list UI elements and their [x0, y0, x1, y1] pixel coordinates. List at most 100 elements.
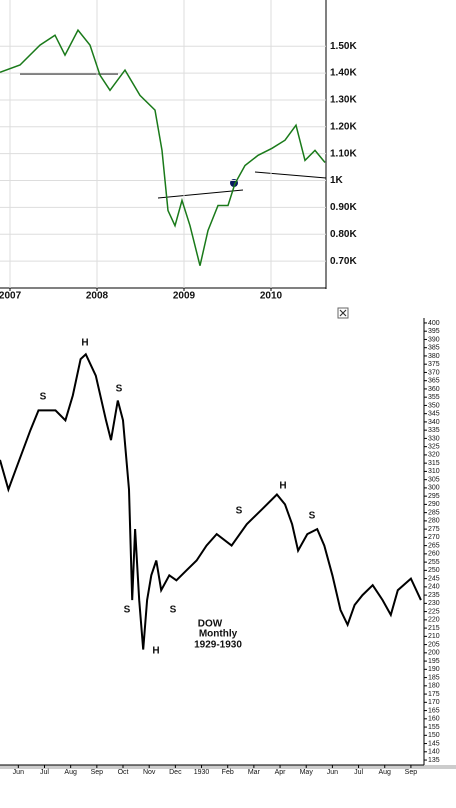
- y-tick-label: 0.90K: [330, 202, 357, 213]
- x-tick-label: Nov: [143, 769, 156, 776]
- y-tick-label: 205: [428, 641, 440, 648]
- y-tick-label: 375: [428, 361, 440, 368]
- annotation: S: [40, 392, 47, 403]
- x-tick-label: 2009: [173, 291, 196, 302]
- y-tick-label: 360: [428, 386, 440, 393]
- y-tick-label: 240: [428, 584, 440, 591]
- x-tick-label: Sep: [91, 769, 104, 776]
- y-tick-label: 250: [428, 567, 440, 574]
- y-tick-label: 345: [428, 411, 440, 418]
- y-tick-label: 1.10K: [330, 148, 357, 159]
- x-tick-label: 1930: [194, 769, 210, 776]
- y-tick-label: 1K: [330, 175, 344, 186]
- x-tick-label: 2007: [0, 291, 22, 302]
- y-tick-label: 285: [428, 509, 440, 516]
- y-tick-label: 160: [428, 716, 440, 723]
- y-tick-label: 270: [428, 534, 440, 541]
- y-tick-label: 350: [428, 402, 440, 409]
- y-tick-label: 210: [428, 633, 440, 640]
- y-tick-label: 290: [428, 501, 440, 508]
- annotation: H: [279, 481, 286, 492]
- y-tick-label: 385: [428, 345, 440, 352]
- y-tick-label: 325: [428, 444, 440, 451]
- y-tick-label: 395: [428, 328, 440, 335]
- y-tick-label: 140: [428, 749, 440, 756]
- close-icon: [339, 309, 347, 317]
- x-tick-label: Sep: [405, 769, 418, 776]
- x-tick-label: Aug: [64, 769, 77, 776]
- y-tick-label: 370: [428, 369, 440, 376]
- y-tick-label: 295: [428, 493, 440, 500]
- x-tick-label: Aug: [379, 769, 392, 776]
- y-tick-label: 315: [428, 460, 440, 467]
- x-tick-label: Oct: [118, 769, 129, 776]
- y-tick-label: 245: [428, 575, 440, 582]
- x-tick-label: Feb: [222, 769, 234, 776]
- annotation: S: [309, 511, 316, 522]
- trendline: [157, 189, 244, 199]
- x-tick-label: 2008: [86, 291, 109, 302]
- data-line: [0, 28, 326, 266]
- y-tick-label: 230: [428, 600, 440, 607]
- x-tick-label: Dec: [169, 769, 182, 776]
- y-tick-label: 225: [428, 608, 440, 615]
- y-tick-label: 255: [428, 559, 440, 566]
- annotation: DOW: [198, 619, 223, 630]
- y-tick-label: 165: [428, 707, 440, 714]
- y-tick-label: 390: [428, 336, 440, 343]
- y-tick-label: 1.50K: [330, 41, 357, 52]
- y-tick-label: 310: [428, 468, 440, 475]
- x-tick-label: Jul: [40, 769, 49, 776]
- y-tick-label: 1.20K: [330, 121, 357, 132]
- y-tick-label: 330: [428, 435, 440, 442]
- annotation: S: [124, 605, 131, 616]
- y-tick-label: 365: [428, 378, 440, 385]
- trendline: [254, 171, 327, 179]
- annotation: H: [81, 338, 88, 349]
- x-tick-label: 2010: [260, 291, 283, 302]
- annotation: S: [116, 384, 123, 395]
- annotation: S: [170, 605, 177, 616]
- y-tick-label: 195: [428, 658, 440, 665]
- x-tick-label: Jun: [327, 769, 338, 776]
- y-tick-label: 355: [428, 394, 440, 401]
- y-tick-label: 400: [428, 320, 440, 327]
- y-tick-label: 335: [428, 427, 440, 434]
- y-tick-label: 0.70K: [330, 256, 357, 267]
- annotation: Monthly: [199, 629, 238, 640]
- x-tick-label: May: [300, 769, 314, 776]
- annotation: S: [236, 506, 243, 517]
- y-tick-label: 175: [428, 691, 440, 698]
- y-tick-label: 265: [428, 542, 440, 549]
- y-tick-label: 190: [428, 666, 440, 673]
- x-tick-label: Jun: [13, 769, 24, 776]
- y-tick-label: 185: [428, 674, 440, 681]
- y-tick-label: 300: [428, 485, 440, 492]
- x-tick-label: Mar: [248, 769, 261, 776]
- y-tick-label: 200: [428, 650, 440, 657]
- y-tick-label: 235: [428, 592, 440, 599]
- y-tick-label: 180: [428, 683, 440, 690]
- y-tick-label: 340: [428, 419, 440, 426]
- y-tick-label: 155: [428, 724, 440, 731]
- x-tick-label: Jul: [354, 769, 363, 776]
- x-tick-label: Apr: [275, 769, 287, 776]
- y-tick-label: 1.40K: [330, 68, 357, 79]
- y-tick-label: 275: [428, 526, 440, 533]
- y-tick-label: 145: [428, 740, 440, 747]
- y-tick-label: 380: [428, 353, 440, 360]
- annotation: H: [152, 646, 159, 657]
- y-tick-label: 215: [428, 625, 440, 632]
- annotation: 1929-1930: [194, 640, 242, 651]
- y-tick-label: 260: [428, 551, 440, 558]
- y-tick-label: 150: [428, 732, 440, 739]
- y-tick-label: 320: [428, 452, 440, 459]
- y-tick-label: 135: [428, 757, 440, 764]
- y-tick-label: 1.30K: [330, 95, 357, 106]
- data-line: [0, 352, 422, 650]
- y-tick-label: 305: [428, 476, 440, 483]
- y-tick-label: 280: [428, 518, 440, 525]
